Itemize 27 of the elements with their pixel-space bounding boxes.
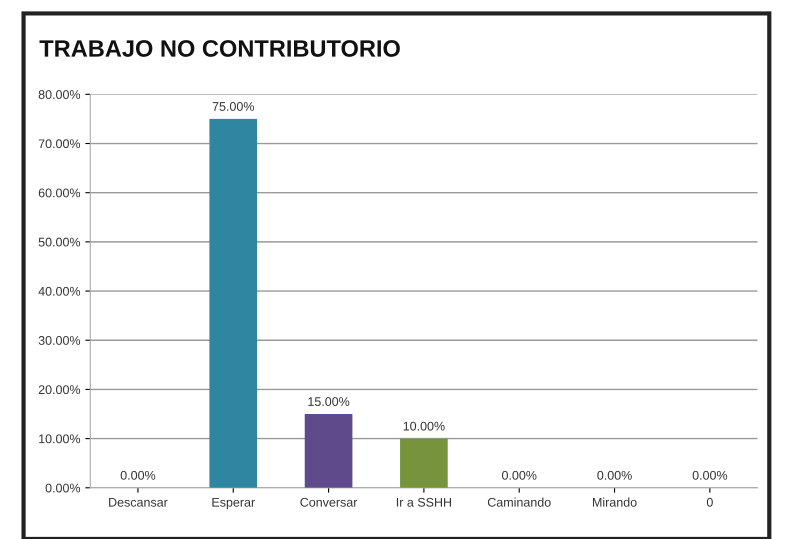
y-tick-label: 40.00% [38, 286, 80, 296]
x-tick-label: Descansar [109, 498, 168, 507]
y-tick-label: 80.00% [38, 90, 80, 99]
data-label: 10.00% [404, 422, 445, 431]
y-tick-label: 70.00% [38, 139, 80, 148]
x-tick-label: Esperar [212, 498, 255, 510]
bar [209, 118, 258, 488]
x-tick-label: Ir a SSHH [396, 498, 452, 507]
chart-title: TRABAJO NO CONTRIBUTORIO [40, 40, 400, 57]
y-tick-label: 20.00% [38, 385, 80, 394]
data-label: 0.00% [120, 470, 156, 480]
y-tick-label: 60.00% [38, 188, 80, 198]
bar [304, 414, 352, 488]
data-label: 75.00% [212, 102, 254, 111]
y-tick-label: 0.00% [46, 484, 80, 492]
x-tick-label: Mirando [592, 498, 637, 507]
data-label: 0.00% [597, 470, 632, 480]
x-tick-label: Conversar [300, 498, 358, 507]
y-tick-label: 30.00% [38, 336, 80, 345]
y-tick-label: 50.00% [38, 238, 80, 247]
data-label: 0.00% [692, 470, 728, 480]
data-label: 15.00% [308, 397, 350, 406]
x-tick-label: Caminando [488, 498, 551, 507]
x-tick-label: 0 [706, 498, 713, 507]
bar [400, 438, 448, 488]
y-tick-label: 10.00% [39, 434, 80, 444]
data-label: 0.00% [502, 470, 536, 480]
